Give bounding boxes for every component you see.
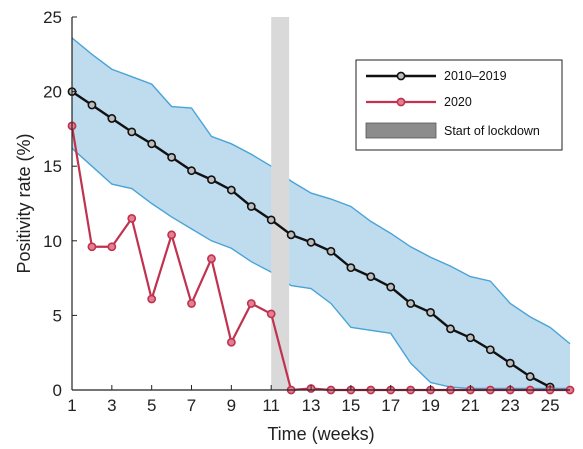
legend-marker-2010-2019 (396, 71, 406, 81)
point-2020-week-8 (207, 254, 216, 264)
point-2020-week-10 (246, 299, 256, 308)
point-2010-2019-week-10 (246, 202, 256, 211)
lockdown-shading (271, 17, 290, 390)
legend-label-2010-2019: 2010–2019 (444, 69, 507, 83)
y-tick-label-15: 15 (43, 157, 62, 176)
legend-label-lockdown: Start of lockdown (444, 124, 540, 138)
point-2020-week-6 (167, 230, 176, 240)
legend-label-2020: 2020 (444, 95, 472, 109)
x-tick-label-1: 1 (67, 396, 76, 415)
x-tick-label-9: 9 (227, 396, 236, 415)
point-2010-2019-week-9 (226, 185, 236, 195)
point-2010-2019-week-13 (306, 237, 316, 247)
series-2010-2019 (67, 87, 555, 392)
y-tick-label-5: 5 (53, 306, 62, 325)
point-2010-2019-week-17 (386, 282, 396, 292)
legend-marker-2020 (396, 97, 406, 107)
x-tick-label-17: 17 (381, 396, 400, 415)
point-2020-week-3 (107, 242, 117, 252)
point-2010-2019-week-2 (87, 100, 97, 110)
point-2010-2019-week-5 (147, 139, 157, 149)
y-axis-label: Positivity rate (%) (14, 133, 34, 273)
point-2010-2019-week-3 (107, 114, 117, 123)
x-axis-label: Time (weeks) (267, 424, 374, 444)
point-2010-2019-week-22 (485, 345, 495, 355)
point-2020-week-9 (226, 337, 236, 347)
y-tick-label-10: 10 (43, 232, 62, 251)
point-2020-week-5 (147, 294, 157, 304)
x-tick-label-25: 25 (541, 396, 560, 415)
x-tick-label-5: 5 (147, 396, 156, 415)
point-2020-week-2 (87, 242, 97, 252)
legend-swatch-lockdown (365, 122, 437, 139)
point-2010-2019-week-19 (426, 308, 435, 317)
y-tick-label-0: 0 (53, 381, 62, 400)
x-tick-label-13: 13 (302, 396, 321, 415)
band-upper-edge (71, 37, 571, 345)
axes (71, 17, 570, 391)
point-2020-week-7 (187, 299, 196, 308)
point-2010-2019-week-11 (266, 215, 276, 225)
point-2020-week-11 (266, 309, 276, 319)
point-2010-2019-week-24 (525, 372, 535, 381)
x-tick-label-21: 21 (461, 396, 480, 415)
x-tick-label-3: 3 (107, 396, 116, 415)
point-2010-2019-week-12 (286, 230, 296, 240)
legend: 2010–2019 2020 Start of lockdown (355, 59, 563, 151)
x-tick-label-23: 23 (501, 396, 520, 415)
point-2010-2019-week-18 (406, 299, 416, 308)
y-tick-label-25: 25 (43, 8, 62, 27)
point-2010-2019-week-23 (505, 358, 515, 368)
point-2010-2019-week-15 (346, 263, 356, 273)
point-2010-2019-week-6 (167, 152, 176, 162)
x-tick-label-11: 11 (262, 396, 280, 415)
x-tick-label-15: 15 (341, 396, 360, 415)
point-2020-week-4 (127, 214, 137, 223)
x-tick-label-19: 19 (421, 396, 440, 415)
point-2010-2019-week-4 (127, 127, 137, 137)
point-2010-2019-week-14 (326, 246, 336, 256)
point-2010-2019-week-7 (187, 166, 196, 176)
point-2010-2019-week-8 (207, 175, 216, 185)
band-fill (72, 37, 570, 389)
point-2010-2019-week-21 (465, 333, 475, 343)
x-tick-label-7: 7 (187, 396, 196, 415)
point-2010-2019-week-16 (366, 272, 376, 282)
point-2010-2019-week-20 (446, 324, 455, 334)
y-tick-label-20: 20 (43, 83, 62, 102)
